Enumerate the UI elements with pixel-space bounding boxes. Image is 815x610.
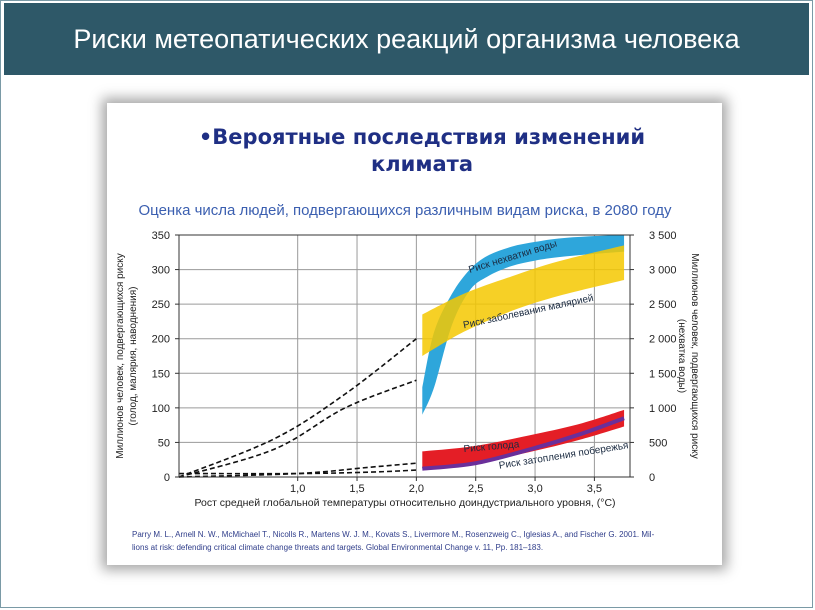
- y-left-tick-label: 50: [158, 437, 170, 449]
- heading-line-2: климата: [370, 152, 474, 176]
- y-left-tick-label: 250: [152, 299, 170, 311]
- y-right-ticks: 0 500 1 000 1 500 2 000 2 500 3 000 3 500: [630, 230, 677, 484]
- y-left-tick-label: 100: [152, 403, 170, 415]
- x-tick-label: 1,0: [290, 483, 305, 495]
- y-right-tick-label: 3 000: [649, 265, 677, 277]
- figure-card: [107, 103, 722, 565]
- coastal-flood-line: [422, 416, 625, 471]
- y-right-tick-label: 1 500: [649, 368, 677, 380]
- water-risk-band: [422, 235, 625, 415]
- chart-title: Оценка числа людей, подвергающихся разли…: [138, 202, 672, 219]
- y-right-tick-label: 1 000: [649, 403, 677, 415]
- citation-line-1: Parry M. L., Arnell N. W., McMichael T.,…: [132, 530, 655, 539]
- y-right-label-line-2: (нехватка воды): [676, 319, 687, 393]
- x-tick-label: 3,0: [527, 483, 542, 495]
- y-left-tick-label: 200: [152, 334, 170, 346]
- y-left-tick-label: 350: [152, 230, 170, 242]
- slide-header: Риски метеопатических реакций организма …: [4, 3, 809, 75]
- y-left-label-line-1: Миллионов человек, подвергающихся риску: [115, 253, 126, 458]
- chart-bands: [422, 235, 625, 471]
- y-left-ticks: 0 50 100 150 200 250 300 350: [152, 230, 179, 484]
- x-tick-label: 2,5: [468, 483, 483, 495]
- slide-heading: •Вероятные последствия изменений климата: [152, 124, 692, 178]
- heading-line-1: Вероятные последствия изменений: [212, 125, 646, 149]
- y-left-tick-label: 150: [152, 368, 170, 380]
- heading-bullet: •: [198, 125, 213, 149]
- y-right-tick-label: 2 500: [649, 299, 677, 311]
- y-right-tick-label: 2 000: [649, 334, 677, 346]
- y-right-tick-label: 3 500: [649, 230, 677, 242]
- projection-line-1: [178, 338, 417, 478]
- y-left-label-line-2: (голод, малярия, наводнения): [128, 287, 139, 426]
- x-tick-label: 3,5: [587, 483, 602, 495]
- projection-line-2: [178, 379, 417, 478]
- x-tick-label: 2,0: [409, 483, 424, 495]
- y-right-tick-label: 0: [649, 472, 655, 484]
- projection-line-3: [178, 462, 417, 478]
- y-right-label-line-1: Миллионов человек, подвергающихся риску: [689, 253, 700, 458]
- y-left-tick-label: 300: [152, 265, 170, 277]
- y-right-tick-label: 500: [649, 437, 667, 449]
- citation-line-2: lions at risk: defending critical climat…: [132, 543, 543, 552]
- plot-frame: [178, 234, 631, 478]
- hunger-risk-band: [422, 409, 625, 469]
- hunger-risk-label: Риск голода: [463, 439, 520, 455]
- x-ticks: 1,0 1,5 2,0 2,5 3,0 3,5: [290, 477, 602, 495]
- slide-title: Риски метеопатических реакций организма …: [73, 24, 740, 54]
- malaria-risk-band: [422, 245, 625, 356]
- projection-lines: [178, 338, 417, 478]
- x-tick-label: 1,5: [349, 483, 364, 495]
- y-left-tick-label: 0: [164, 472, 170, 484]
- projection-line-4: [178, 469, 417, 475]
- x-axis-label: Рост средней глобальной температуры отно…: [194, 497, 615, 509]
